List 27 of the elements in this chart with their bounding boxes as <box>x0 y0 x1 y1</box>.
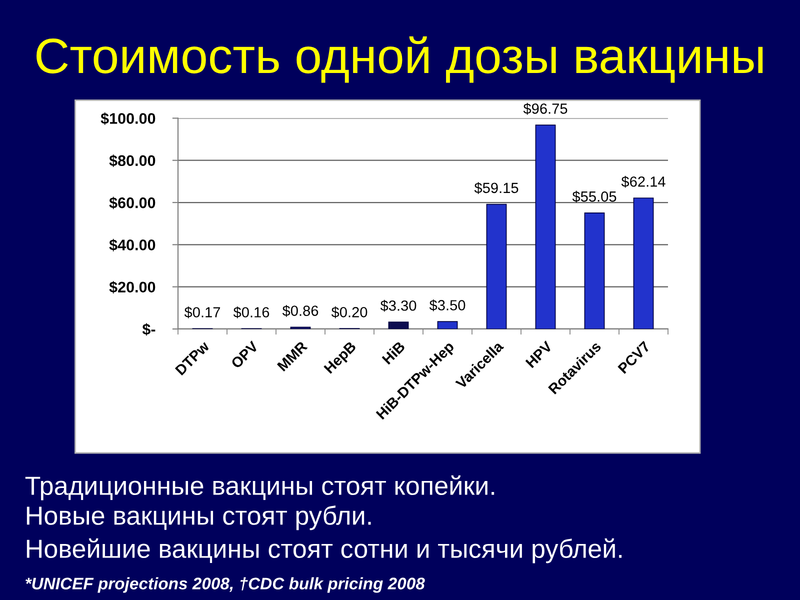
chart-title: Стоимость одной дозы вакцины <box>36 36 763 83</box>
text: Традиционные вакцины стоят копейки. <box>25 475 494 500</box>
text: Новые вакцины стоят рубли. <box>26 506 371 530</box>
bar <box>486 204 507 329</box>
y-tick-label: $20.00 <box>109 281 156 294</box>
y-tick-label: $100.00 <box>100 112 156 125</box>
data-label: $0.20 <box>331 306 368 318</box>
y-tick-label: $40.00 <box>109 238 156 252</box>
bar <box>584 212 605 329</box>
data-label: $0.17 <box>184 306 220 318</box>
data-label: $96.75 <box>523 102 568 115</box>
text: *UNICEF projections 2008, †CDC bulk pricing 2008 <box>26 577 425 593</box>
data-label: $62.14 <box>621 176 666 188</box>
y-tick-label: $- <box>142 323 156 336</box>
y-tick-label: $60.00 <box>109 196 156 210</box>
data-label: $55.05 <box>572 190 616 203</box>
bar <box>437 321 458 329</box>
bar <box>633 198 654 329</box>
text: Новейшие вакцины стоят сотни и тысячи рублей. <box>26 538 622 564</box>
data-label: $0.16 <box>233 306 270 318</box>
bar <box>535 124 556 329</box>
data-label: $0.86 <box>282 305 318 317</box>
y-tick-label: $80.00 <box>109 154 156 168</box>
data-label: $3.50 <box>429 299 466 312</box>
data-label: $59.15 <box>474 182 518 194</box>
bar <box>388 322 409 329</box>
data-label: $3.30 <box>380 300 416 312</box>
